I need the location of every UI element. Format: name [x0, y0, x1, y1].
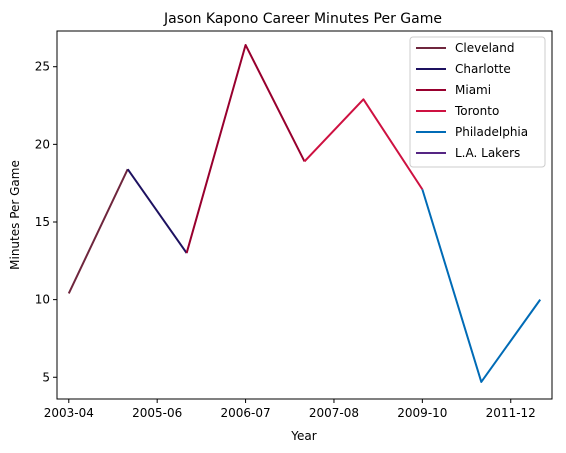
legend: Cleveland Charlotte Miami Toronto Philadelph… — [409, 36, 546, 168]
x-axis: 2003-04 2005-06 2006-07 2007-08 2009-10 2011-… — [44, 399, 536, 420]
legend-label: Miami — [455, 83, 491, 97]
series-line-cleveland — [67, 168, 129, 294]
series-layer — [67, 43, 542, 383]
y-axis: 5 10 15 20 25 — [35, 60, 57, 384]
x-tick-label: 2005-06 — [132, 406, 182, 420]
series-line-philadelphia — [421, 189, 542, 383]
x-tick-label: 2003-04 — [44, 406, 94, 420]
legend-label: Philadelphia — [455, 125, 528, 139]
y-tick-label: 20 — [35, 137, 50, 151]
y-tick-label: 25 — [35, 60, 50, 74]
chart-title: Jason Kapono Career Minutes Per Game — [163, 11, 442, 27]
y-tick-label: 5 — [42, 370, 50, 384]
legend-label: L.A. Lakers — [455, 146, 520, 160]
y-axis-label: Minutes Per Game — [8, 160, 22, 270]
legend-label: Toronto — [454, 104, 499, 118]
x-tick-label: 2007-08 — [309, 406, 359, 420]
plot-area — [56, 30, 553, 400]
series-line-toronto — [303, 98, 424, 190]
legend-label: Charlotte — [455, 62, 511, 76]
x-axis-label: Year — [290, 429, 316, 443]
x-tick-label: 2009-10 — [397, 406, 447, 420]
series-line-charlotte — [126, 168, 188, 254]
legend-label: Cleveland — [455, 41, 515, 55]
y-tick-label: 10 — [35, 293, 50, 307]
x-tick-label: 2011-12 — [486, 406, 536, 420]
y-tick-label: 15 — [35, 215, 50, 229]
x-tick-label: 2006-07 — [221, 406, 271, 420]
series-line-miami — [185, 43, 306, 254]
